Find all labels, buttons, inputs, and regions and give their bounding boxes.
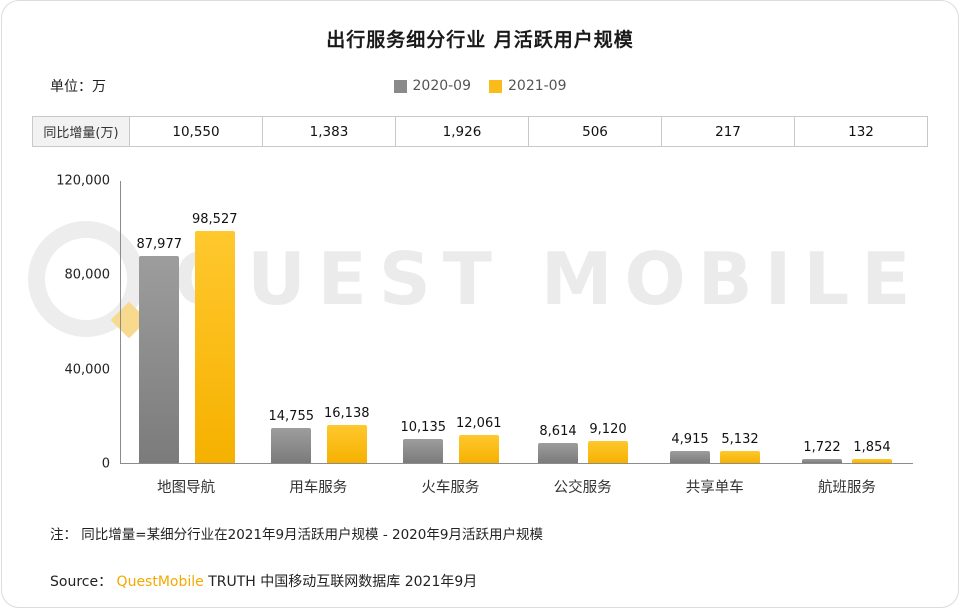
bar-2021-09 xyxy=(326,425,367,463)
increment-value-cell: 1,383 xyxy=(262,117,395,146)
bar-value-label: 5,132 xyxy=(721,432,759,447)
bar-group: 14,755 16,138 xyxy=(253,181,385,463)
bar-2020-09 xyxy=(670,451,710,463)
chart-area: QUEST MOBILE 120,000 80,000 40,000 0 87,977… xyxy=(28,174,913,497)
bar-2021-09 xyxy=(852,459,892,463)
bar-2020-09 xyxy=(271,428,312,463)
bar-group: 4,915 5,132 xyxy=(649,181,781,463)
bar-2021-09 xyxy=(194,231,235,463)
bar-2020-09 xyxy=(802,459,842,463)
bar-2021-09 xyxy=(720,451,760,463)
bar-item: 14,755 xyxy=(268,409,315,463)
bar-item: 5,132 xyxy=(720,432,760,463)
x-axis-category-label: 航班服务 xyxy=(817,480,876,496)
source-brand: QuestMobile xyxy=(116,574,204,590)
bar-item: 8,614 xyxy=(538,424,578,463)
bar-value-label: 14,755 xyxy=(268,409,315,424)
bar-item: 87,977 xyxy=(136,237,183,463)
bar-item: 1,854 xyxy=(852,440,892,463)
legend-swatch-2020-09 xyxy=(393,79,407,93)
legend-label: 2021-09 xyxy=(508,78,567,94)
legend-swatch-2021-09 xyxy=(489,79,502,93)
y-axis: 120,000 80,000 40,000 0 xyxy=(32,174,120,472)
increment-value-cell: 506 xyxy=(528,117,661,146)
plot-bars: 87,977 98,527 14,755 16,138 10,135 12,061 8,61… xyxy=(121,181,913,463)
plot-area: 87,977 98,527 14,755 16,138 10,135 12,061 8,61… xyxy=(120,181,913,464)
source-prefix: Source： xyxy=(50,574,113,590)
footnote: 注： 同比增量=某细分行业在2021年9月活跃用户规模 - 2020年9月活跃用… xyxy=(50,527,543,543)
legend-label: 2020-09 xyxy=(412,78,472,94)
bar-item: 98,527 xyxy=(192,212,238,463)
bar-group: 1,722 1,854 xyxy=(781,181,913,463)
x-axis-labels: 地图导航 用车服务 火车服务 公交服务 共享单车 航班服务 xyxy=(120,476,913,497)
bar-item: 9,120 xyxy=(588,422,628,463)
legend-item-2020-09: 2020-09 xyxy=(393,78,472,94)
bar-value-label: 1,854 xyxy=(853,440,891,455)
legend-item-2021-09: 2021-09 xyxy=(489,78,567,94)
bar-value-label: 12,061 xyxy=(456,416,502,431)
meta-row: 单位：万 2020-09 2021-09 xyxy=(50,76,910,96)
page-title: 出行服务细分行业 月活跃用户规模 xyxy=(326,29,634,51)
source-line: Source： QuestMobile TRUTH 中国移动互联网数据库 202… xyxy=(50,571,910,591)
bar-value-label: 9,120 xyxy=(589,422,627,437)
bar-2020-09 xyxy=(403,439,444,463)
bar-2021-09 xyxy=(588,441,628,463)
bar-2020-09 xyxy=(538,443,578,463)
increment-table: 同比增量(万) 10,550 1,383 1,926 506 217 132 xyxy=(32,116,928,147)
plot-column: 87,977 98,527 14,755 16,138 10,135 12,061 8,61… xyxy=(120,181,913,497)
bar-group: 8,614 9,120 xyxy=(517,181,649,463)
unit-label: 单位：万 xyxy=(50,79,106,95)
bar-item: 1,722 xyxy=(802,440,842,463)
bar-item: 4,915 xyxy=(670,432,710,463)
increment-value-cell: 1,926 xyxy=(395,117,528,146)
y-tick-label: 0 xyxy=(101,456,110,472)
increment-value-cell: 10,550 xyxy=(129,117,262,146)
x-axis-category-label: 共享单车 xyxy=(685,480,744,496)
increment-table-header: 同比增量(万) xyxy=(33,117,129,146)
bar-item: 12,061 xyxy=(456,416,502,463)
y-tick-label: 80,000 xyxy=(64,267,111,283)
bar-value-label: 16,138 xyxy=(324,406,370,421)
x-axis-category-label: 火车服务 xyxy=(421,480,480,496)
source-suffix: TRUTH 中国移动互联网数据库 2021年9月 xyxy=(208,574,478,590)
bar-2021-09 xyxy=(458,435,499,463)
bar-value-label: 8,614 xyxy=(539,424,577,439)
bar-value-label: 10,135 xyxy=(400,420,447,435)
bar-group: 10,135 12,061 xyxy=(385,181,517,463)
bar-value-label: 4,915 xyxy=(671,432,709,447)
bar-item: 16,138 xyxy=(324,406,370,463)
bar-value-label: 1,722 xyxy=(803,440,841,455)
x-axis-category-label: 公交服务 xyxy=(553,480,612,496)
bar-value-label: 98,527 xyxy=(192,212,238,227)
bar-2020-09 xyxy=(139,256,180,463)
increment-value-cell: 217 xyxy=(661,117,794,146)
y-tick-label: 120,000 xyxy=(56,173,110,189)
increment-value-cell: 132 xyxy=(794,117,927,146)
bar-item: 10,135 xyxy=(400,420,447,463)
x-axis-category-label: 用车服务 xyxy=(289,480,348,496)
bar-value-label: 87,977 xyxy=(136,237,183,252)
x-axis-category-label: 地图导航 xyxy=(157,480,216,496)
y-tick-label: 40,000 xyxy=(64,362,111,378)
bar-group: 87,977 98,527 xyxy=(121,181,253,463)
chart-legend: 2020-09 2021-09 xyxy=(50,78,910,94)
